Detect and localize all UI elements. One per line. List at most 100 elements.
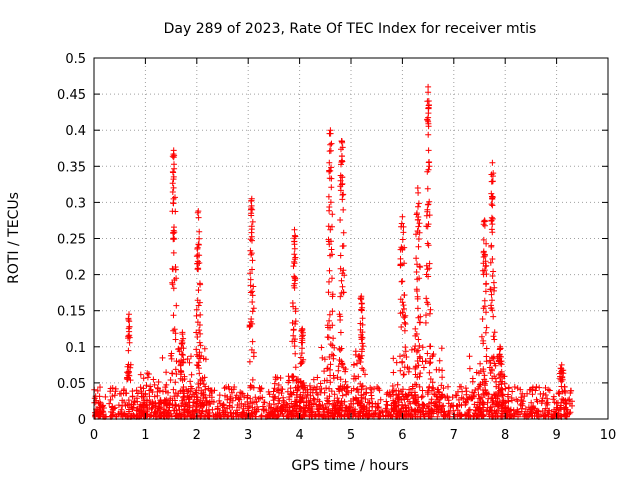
- data-point: [171, 326, 178, 333]
- data-point: [331, 391, 338, 398]
- data-point: [298, 350, 305, 357]
- data-point: [324, 365, 331, 372]
- data-point: [514, 398, 521, 405]
- data-point: [186, 359, 193, 366]
- data-point: [254, 403, 261, 410]
- data-point: [337, 376, 344, 383]
- data-point: [338, 360, 345, 367]
- data-point: [473, 369, 480, 376]
- data-point: [328, 164, 335, 171]
- data-point: [499, 403, 506, 409]
- data-point: [326, 354, 333, 360]
- data-point: [310, 395, 317, 402]
- data-point: [328, 246, 335, 253]
- data-point: [327, 341, 334, 348]
- data-point: [109, 393, 116, 400]
- data-point: [519, 402, 526, 409]
- data-point: [292, 364, 299, 371]
- data-point: [335, 363, 342, 370]
- data-point: [357, 355, 364, 362]
- data-point: [499, 386, 506, 393]
- data-point: [542, 384, 549, 391]
- data-point: [425, 405, 432, 412]
- data-point: [414, 185, 421, 191]
- data-point: [222, 409, 229, 416]
- data-point: [430, 351, 437, 358]
- data-point: [352, 351, 359, 358]
- data-point: [416, 404, 423, 411]
- data-point: [330, 335, 337, 342]
- data-point: [170, 312, 177, 319]
- data-point: [425, 104, 432, 111]
- data-point: [102, 393, 109, 400]
- data-point: [165, 389, 171, 396]
- data-point: [497, 374, 503, 381]
- data-point: [190, 391, 196, 398]
- data-point: [194, 246, 201, 252]
- data-point: [201, 345, 208, 352]
- data-point: [335, 385, 342, 392]
- data-point: [271, 401, 277, 408]
- data-point: [423, 212, 430, 219]
- data-point: [247, 270, 254, 277]
- x-tick-label: 0: [90, 428, 98, 443]
- data-point: [489, 178, 496, 185]
- data-point: [288, 390, 295, 397]
- data-point: [489, 297, 495, 304]
- data-point: [483, 271, 490, 278]
- axis-ticks: 0 1 2 3 4 5 6 7 8 9 10 0 0.05 0.1 0.15 0.2 0.25 0.3 0.35 0.…: [57, 52, 616, 443]
- data-point: [401, 260, 408, 267]
- data-point: [181, 407, 188, 414]
- data-point: [489, 202, 496, 209]
- data-point: [360, 343, 367, 350]
- data-point: [179, 337, 186, 344]
- data-point: [326, 207, 333, 214]
- data-point: [248, 346, 255, 353]
- data-point: [414, 358, 421, 364]
- data-point: [435, 406, 442, 413]
- data-point: [129, 406, 136, 412]
- data-point: [175, 403, 182, 410]
- data-point: [470, 392, 477, 399]
- data-point: [126, 311, 132, 318]
- data-point: [423, 312, 429, 319]
- data-point: [388, 406, 395, 413]
- data-point: [493, 408, 500, 415]
- data-point: [170, 235, 177, 242]
- data-point: [327, 361, 334, 368]
- data-point: [291, 226, 298, 233]
- data-point: [338, 277, 345, 284]
- data-point: [530, 404, 536, 411]
- data-point: [169, 180, 176, 187]
- data-point: [445, 408, 452, 415]
- data-point: [248, 195, 255, 202]
- data-point: [249, 288, 256, 295]
- data-point: [436, 389, 443, 396]
- data-point: [415, 203, 421, 210]
- data-point: [292, 254, 299, 261]
- data-point: [487, 259, 494, 266]
- data-point: [140, 393, 146, 400]
- data-point: [194, 266, 201, 272]
- data-point: [187, 378, 194, 385]
- data-point: [343, 404, 350, 411]
- data-point: [424, 223, 431, 230]
- data-point: [330, 372, 337, 379]
- data-point: [180, 352, 186, 358]
- data-point: [247, 236, 254, 243]
- data-point: [330, 402, 337, 409]
- data-point: [550, 393, 557, 400]
- data-point: [395, 394, 402, 400]
- data-point: [358, 307, 365, 314]
- data-point: [357, 320, 364, 327]
- data-point: [240, 409, 247, 416]
- data-point: [258, 412, 265, 419]
- chart-title: Day 289 of 2023, Rate Of TEC Index for r…: [164, 21, 537, 37]
- data-point: [340, 267, 347, 274]
- data-point: [314, 374, 321, 381]
- x-axis-label: GPS time / hours: [291, 458, 408, 474]
- data-point: [172, 397, 178, 404]
- data-point: [483, 345, 490, 352]
- data-point: [140, 401, 147, 408]
- data-point: [327, 409, 334, 416]
